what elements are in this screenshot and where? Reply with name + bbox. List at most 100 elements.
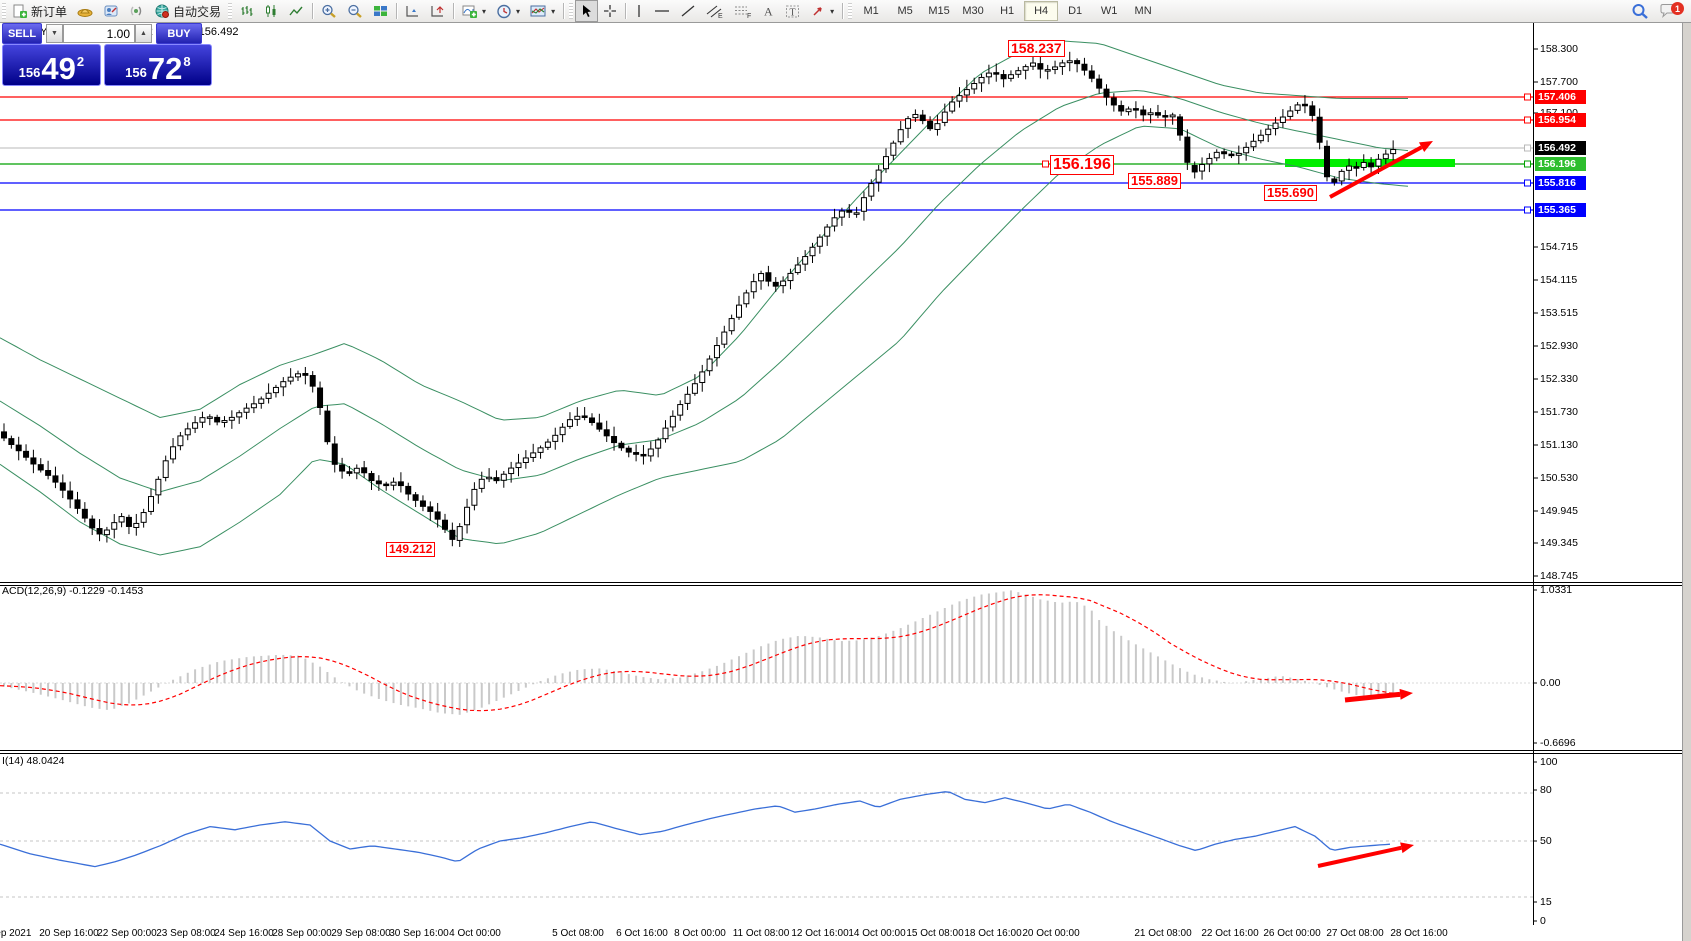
- time-axis-label: 20 Sep 16:00: [39, 928, 99, 939]
- cursor-tool-button[interactable]: [575, 0, 599, 22]
- time-axis-label: 8 Oct 00:00: [674, 928, 726, 939]
- time-axis-label: 4 Oct 00:00: [449, 928, 501, 939]
- signal-icon: [129, 4, 144, 18]
- price-level-marker: [1524, 116, 1531, 124]
- zoom-out-icon: [347, 4, 363, 19]
- toolbar-right-group: 1: [1631, 0, 1684, 22]
- one-click-trading-panel: SELL ▼ 1.00 ▲ BUY 156 49 2 156 72 8: [2, 22, 212, 86]
- sell-quote[interactable]: 156 49 2: [2, 44, 101, 86]
- line-chart-icon: [289, 4, 304, 18]
- templates-icon: [530, 4, 547, 19]
- price-axis-tick: 150.530: [1540, 472, 1578, 484]
- auto-trading-button[interactable]: 自动交易: [149, 0, 226, 22]
- text-label-tool-button[interactable]: T: [780, 0, 806, 22]
- macd-indicator-label: ACD(12,26,9) -0.1229 -0.1453: [2, 585, 144, 597]
- notifications-icon[interactable]: 1: [1659, 2, 1684, 19]
- new-order-button[interactable]: 新订单: [8, 0, 72, 22]
- zoom-in-button[interactable]: [316, 0, 342, 22]
- buy-quote[interactable]: 156 72 8: [103, 44, 212, 86]
- rsi-axis-tick: 0: [1540, 915, 1546, 927]
- templates-button[interactable]: ▾: [525, 0, 560, 22]
- volume-decrease-button[interactable]: ▼: [46, 24, 63, 43]
- quote-row: 156 49 2 156 72 8: [2, 44, 212, 86]
- line-chart-button[interactable]: [284, 0, 309, 22]
- cursor-icon: [580, 4, 593, 18]
- arrows-tool-button[interactable]: ▾: [806, 0, 839, 22]
- horizontal-line-tool-button[interactable]: [649, 0, 675, 22]
- trendline-tool-button[interactable]: [675, 0, 701, 22]
- bar-chart-button[interactable]: [234, 0, 259, 22]
- periods-dropdown-caret[interactable]: ▾: [516, 6, 521, 16]
- svg-text:A: A: [764, 5, 773, 19]
- time-axis-label: 21 Oct 08:00: [1134, 928, 1192, 939]
- main-toolbar: 新订单 自动交易: [0, 0, 1691, 23]
- auto-scroll-button[interactable]: [400, 0, 425, 22]
- timeframe-button-h4[interactable]: H4: [1024, 1, 1059, 21]
- crosshair-tool-button[interactable]: [598, 0, 622, 22]
- price-axis-tick: 154.715: [1540, 241, 1578, 253]
- time-axis-label: 29 Sep 08:00: [331, 928, 391, 939]
- sell-button[interactable]: SELL: [2, 23, 42, 44]
- time-axis-label: 27 Oct 08:00: [1326, 928, 1384, 939]
- timeframe-button-h1[interactable]: H1: [1000, 5, 1015, 17]
- vertical-line-tool-button[interactable]: [629, 0, 649, 22]
- timeframe-button-mn[interactable]: MN: [1134, 5, 1152, 17]
- equidistant-channel-tool-button[interactable]: E: [701, 0, 729, 22]
- chart-shift-button[interactable]: [425, 0, 450, 22]
- time-axis-label: 23 Sep 08:00: [156, 928, 216, 939]
- time-axis-label: 24 Sep 16:00: [214, 928, 274, 939]
- price-annotation: 158.237: [1008, 40, 1065, 58]
- trade-controls-row: SELL ▼ 1.00 ▲ BUY: [2, 23, 212, 44]
- timeframe-button-m15[interactable]: M15: [928, 5, 950, 17]
- candlestick-chart-button[interactable]: [259, 0, 284, 22]
- time-axis-label: 30 Sep 16:00: [389, 928, 449, 939]
- toolbar-grip: [848, 3, 853, 19]
- profile-button[interactable]: [98, 0, 124, 22]
- indicators-dropdown-caret[interactable]: ▾: [482, 6, 487, 16]
- timeframe-button-m5[interactable]: M5: [897, 5, 913, 17]
- volume-increase-button[interactable]: ▲: [135, 24, 152, 43]
- buy-price-sup: 8: [183, 54, 191, 69]
- marketplace-button[interactable]: [72, 0, 98, 22]
- tile-windows-button[interactable]: [368, 0, 393, 22]
- time-axis-label: 26 Oct 00:00: [1263, 928, 1321, 939]
- candlestick-chart-icon: [264, 4, 279, 18]
- text-tool-button[interactable]: A: [757, 0, 780, 22]
- annotation-anchor-marker: [1042, 160, 1049, 168]
- price-axis-tick: 153.515: [1540, 307, 1578, 319]
- zoom-in-icon: [321, 4, 337, 19]
- arrows-dropdown-caret[interactable]: ▾: [830, 6, 835, 16]
- main-trend-arrow: [1329, 141, 1433, 199]
- timeframe-button-m1[interactable]: M1: [863, 5, 879, 17]
- timeframe-button-w1[interactable]: W1: [1100, 5, 1118, 17]
- time-axis-label: 14 Oct 00:00: [848, 928, 906, 939]
- templates-dropdown-caret[interactable]: ▾: [551, 6, 556, 16]
- price-annotation: 149.212: [386, 542, 436, 558]
- indicators-button[interactable]: ▾: [457, 0, 491, 22]
- fibonacci-tool-button[interactable]: F: [729, 0, 757, 22]
- rsi-trend-arrow: [1317, 842, 1414, 868]
- fibonacci-icon: F: [734, 4, 752, 20]
- rsi-axis-tick: 100: [1540, 756, 1558, 768]
- chart-surface[interactable]: GBPJPY-,H4 156.577 156.692 156.492 156.4…: [0, 22, 1691, 941]
- price-axis-tick: 152.930: [1540, 340, 1578, 352]
- price-axis-tick: 148.745: [1540, 570, 1578, 582]
- timeframe-toolbar: M1 M5 M15 M30 H1 H4 D1 W1 MN: [854, 1, 1160, 21]
- time-axis-label: Sep 2021: [0, 928, 32, 939]
- search-icon[interactable]: [1631, 3, 1649, 20]
- buy-button[interactable]: BUY: [156, 23, 202, 44]
- zoom-out-button[interactable]: [342, 0, 368, 22]
- price-level-tag: 155.816: [1535, 176, 1586, 190]
- profile-icon: [103, 4, 119, 18]
- marketplace-icon: [77, 4, 93, 18]
- periods-button[interactable]: ▾: [491, 0, 525, 22]
- timeframe-button-m30[interactable]: M30: [962, 5, 984, 17]
- sell-price-sup: 2: [76, 54, 85, 69]
- volume-input[interactable]: 1.00: [63, 24, 135, 43]
- timeframe-button-d1[interactable]: D1: [1068, 5, 1083, 17]
- price-annotation: 155.690: [1264, 185, 1317, 202]
- signal-button[interactable]: [124, 0, 149, 22]
- equidistant-channel-icon: E: [706, 4, 724, 20]
- tile-windows-icon: [373, 4, 388, 18]
- rsi-axis-tick: 80: [1540, 784, 1552, 796]
